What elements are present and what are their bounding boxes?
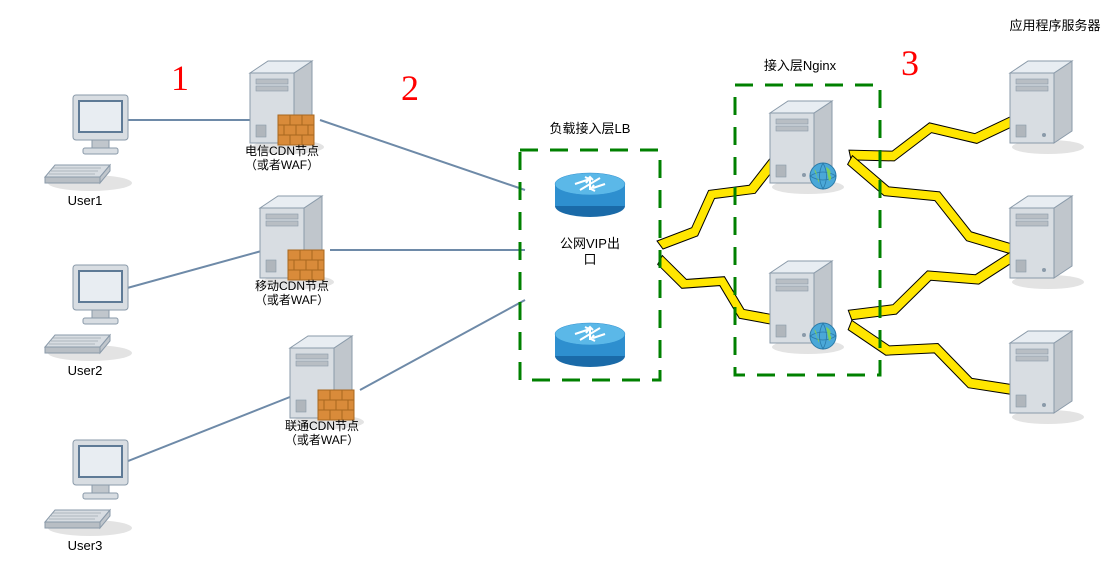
bolt-edge	[849, 115, 1016, 161]
svg-text:联通CDN节点: 联通CDN节点	[285, 419, 359, 433]
edge	[120, 250, 265, 290]
bolt-edge	[848, 250, 1016, 319]
svg-text:移动CDN节点: 移动CDN节点	[255, 279, 329, 293]
bolt-edge	[657, 156, 778, 249]
bolt-edge	[848, 320, 1017, 394]
user-2-label: User2	[68, 363, 103, 378]
firewall-icon	[278, 115, 314, 145]
bolts-layer	[657, 115, 1017, 395]
svg-text:电信CDN节点: 电信CDN节点	[245, 144, 319, 158]
svg-text:（或者WAF）: （或者WAF）	[285, 433, 359, 447]
app-server-3-icon	[1010, 331, 1084, 424]
user-3-label: User3	[68, 538, 103, 553]
bolt-edge	[658, 256, 778, 325]
app-server-1-icon	[1010, 61, 1084, 154]
cdn-2	[260, 196, 334, 289]
router-1-icon	[555, 173, 625, 217]
app-title: 应用程序服务器	[1009, 18, 1100, 33]
edge	[360, 300, 525, 390]
edge	[320, 120, 525, 190]
vip-label-2: 口	[583, 252, 596, 267]
bolt-edge	[848, 156, 1018, 255]
lb-title: 负载接入层LB	[550, 121, 631, 136]
app-server-2-icon	[1010, 196, 1084, 289]
text-layer: User1User2User3电信CDN节点（或者WAF）移动CDN节点（或者W…	[68, 18, 1101, 553]
user-1-label: User1	[68, 193, 103, 208]
stage-number-1: 1	[171, 58, 189, 98]
cdn-1	[250, 61, 324, 154]
vip-label-1: 公网VIP出	[560, 236, 620, 251]
nginx-title: 接入层Nginx	[764, 58, 837, 73]
firewall-icon	[288, 250, 324, 280]
svg-text:（或者WAF）: （或者WAF）	[255, 293, 329, 307]
user-3-icon	[45, 440, 132, 536]
edge	[118, 395, 295, 465]
user-1-icon	[45, 95, 132, 191]
globe-icon	[810, 163, 836, 189]
cdn-3	[290, 336, 364, 429]
router-2-icon	[555, 323, 625, 367]
stage-number-2: 2	[401, 68, 419, 108]
globe-icon	[810, 323, 836, 349]
firewall-icon	[318, 390, 354, 420]
nginx-2	[770, 261, 844, 354]
user-2-icon	[45, 265, 132, 361]
stage-number-3: 3	[901, 43, 919, 83]
svg-text:（或者WAF）: （或者WAF）	[245, 158, 319, 172]
nginx-1	[770, 101, 844, 194]
